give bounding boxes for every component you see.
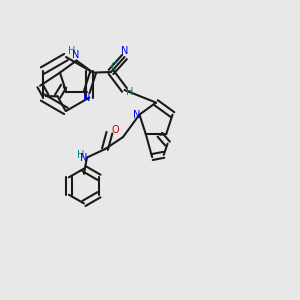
Text: N: N: [121, 46, 128, 56]
Text: N: N: [133, 110, 140, 120]
Text: H: H: [126, 86, 134, 97]
Text: N: N: [72, 50, 79, 60]
Text: H: H: [68, 46, 76, 56]
Text: N: N: [83, 93, 90, 103]
Text: H: H: [77, 149, 84, 160]
Text: N: N: [80, 152, 88, 163]
Text: O: O: [111, 125, 119, 135]
Text: C: C: [111, 61, 117, 72]
